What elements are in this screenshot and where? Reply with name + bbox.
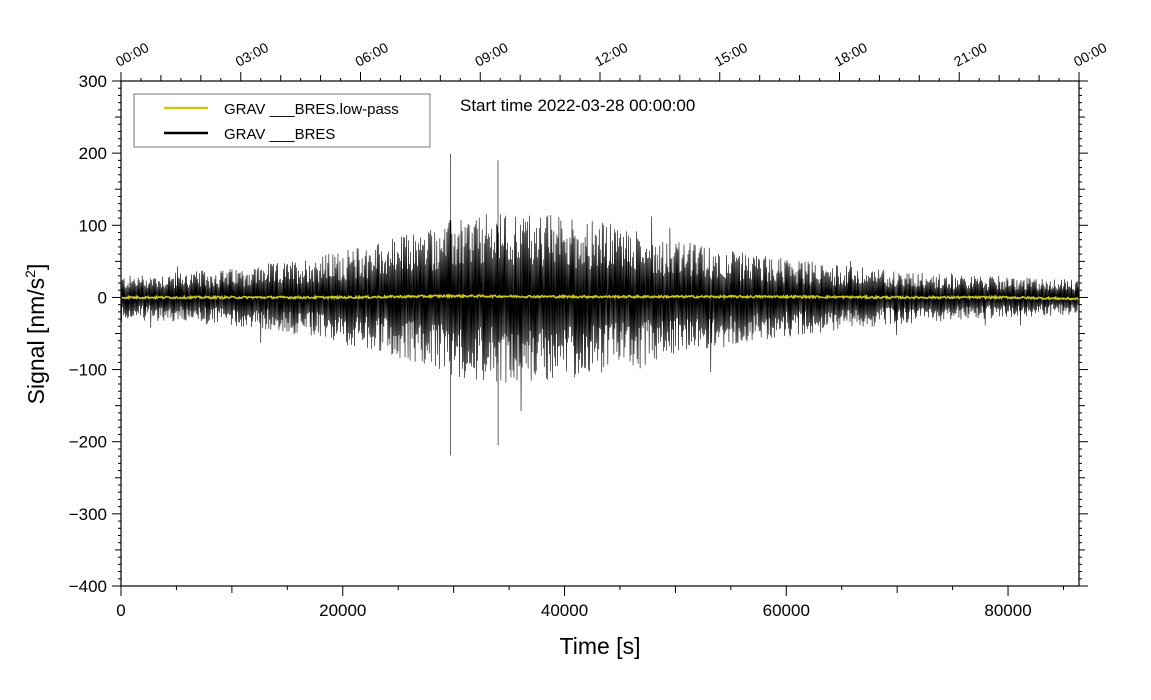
y-tick-label: −200 — [69, 433, 107, 452]
x-tick-label: 60000 — [763, 601, 810, 620]
x-axis-title: Time [s] — [560, 633, 641, 659]
x-tick-label: 20000 — [319, 601, 366, 620]
y-tick-label: −100 — [69, 361, 107, 380]
legend: GRAV ___BRES.low-pass GRAV ___BRES — [133, 93, 431, 148]
y-axis-ticks: −400 −300 −200 −100 0 100 200 300 — [69, 72, 1088, 596]
y-tick-label: −400 — [69, 577, 107, 596]
y-tick-label: 200 — [79, 144, 107, 163]
y-tick-label: 100 — [79, 216, 107, 235]
y-tick-label: 0 — [98, 288, 107, 307]
y-axis-title: Signal [nm/s2] — [22, 264, 49, 405]
x-axis-ticks: 0 20000 40000 60000 80000 — [116, 586, 1064, 620]
legend-label-raw: GRAV ___BRES — [224, 126, 335, 143]
x-tick-label: 80000 — [984, 601, 1031, 620]
y-tick-label: −300 — [69, 505, 107, 524]
x-tick-label: 40000 — [541, 601, 588, 620]
start-time-annotation: Start time 2022-03-28 00:00:00 — [460, 96, 695, 115]
y-tick-label: 300 — [79, 72, 107, 91]
series-lowpass-trace — [120, 292, 1080, 302]
x-tick-label: 0 — [116, 601, 125, 620]
series-black-trace — [120, 153, 1080, 456]
legend-label-lowpass: GRAV ___BRES.low-pass — [224, 101, 399, 118]
